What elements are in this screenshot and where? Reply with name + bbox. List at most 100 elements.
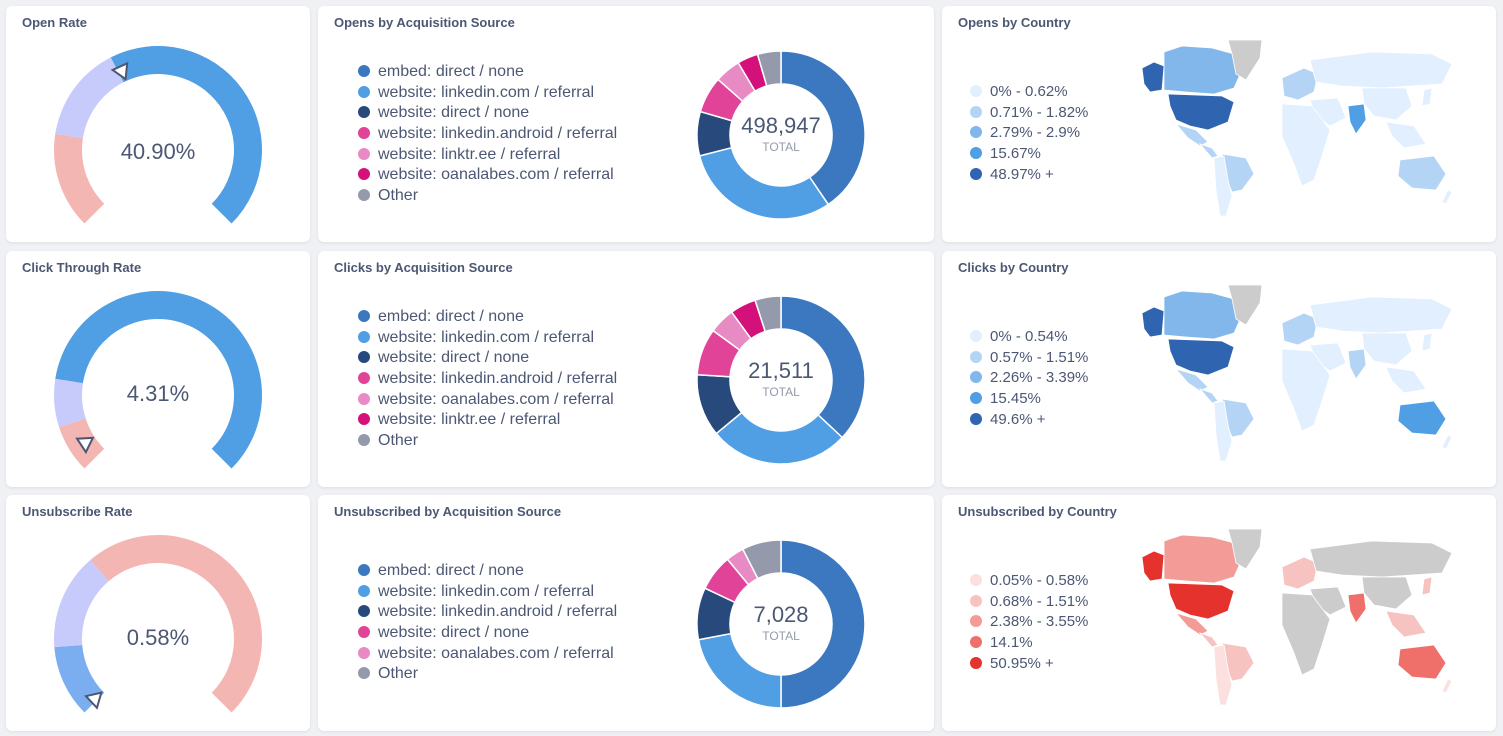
legend-item[interactable]: website: direct / none [358,348,617,369]
country-usa[interactable] [1167,338,1235,376]
country-southeast-asia[interactable] [1385,121,1427,149]
country-africa[interactable] [1281,592,1331,676]
unsubscribe-rate-card[interactable]: Unsubscribe Rate 0.58% [6,495,310,731]
legend-item[interactable]: embed: direct / none [358,307,617,328]
country-new-zealand[interactable] [1441,189,1453,205]
map-legend: 0% - 0.54% 0.57% - 1.51% 2.26% - 3.39% 15.4… [970,327,1088,430]
country-japan[interactable] [1421,332,1433,352]
legend-item[interactable]: website: linkedin.com / referral [358,582,617,603]
legend-item[interactable]: website: direct / none [358,103,617,124]
country-south-america-west[interactable] [1213,155,1233,217]
country-australia[interactable] [1397,400,1447,436]
legend-dot-icon [970,147,982,160]
unsubscribed-world-map[interactable] [1142,529,1454,709]
gauge-segment-2 [90,534,263,713]
country-australia[interactable] [1397,155,1447,191]
legend-item[interactable]: website: direct / none [358,623,617,644]
legend-item[interactable]: website: linkedin.com / referral [358,328,617,349]
country-central-america[interactable] [1198,143,1219,159]
country-south-america-west[interactable] [1213,400,1233,462]
country-china[interactable] [1361,332,1413,366]
legend-item[interactable]: website: oanalabes.com / referral [358,644,617,665]
country-usa[interactable] [1167,93,1235,131]
country-alaska[interactable] [1142,550,1165,582]
map-legend-label: 15.67% [990,145,1041,163]
legend-item[interactable]: website: linkedin.android / referral [358,124,617,145]
map-legend-item: 48.97% + [970,165,1088,186]
country-greenland[interactable] [1227,529,1263,570]
clicks-source-card[interactable]: Clicks by Acquisition Source embed: dire… [318,251,934,487]
country-south-america-west[interactable] [1213,644,1233,706]
legend-dot-icon [358,127,370,140]
map-legend-item: 14.1% [970,633,1088,654]
legend-dot-icon [358,372,370,385]
country-japan[interactable] [1421,87,1433,107]
country-southeast-asia[interactable] [1385,366,1427,394]
legend-item[interactable]: website: oanalabes.com / referral [358,165,617,186]
clicks-country-card[interactable]: Clicks by Country 0% - 0.54% 0.57% - 1.51… [942,251,1496,487]
country-africa[interactable] [1281,348,1331,432]
country-russia[interactable] [1309,296,1453,334]
unsubscribed-source-card[interactable]: Unsubscribed by Acquisition Source embed… [318,495,934,731]
legend-label: website: linktr.ee / referral [378,411,561,429]
country-new-zealand[interactable] [1441,434,1453,450]
country-china[interactable] [1361,576,1413,610]
legend-label: website: direct / none [378,104,530,122]
legend-dot-icon [970,636,982,649]
country-africa[interactable] [1281,103,1331,187]
donut-total: 498,947 TOTAL [726,113,836,154]
country-india[interactable] [1347,348,1367,380]
legend-item[interactable]: website: linkedin.android / referral [358,369,617,390]
country-canada[interactable] [1163,534,1243,584]
legend-item[interactable]: website: linkedin.android / referral [358,602,617,623]
country-europe[interactable] [1281,312,1319,346]
map-legend-label: 0.68% - 1.51% [990,592,1089,610]
country-central-america[interactable] [1198,632,1219,648]
legend-item[interactable]: Other [358,431,617,452]
legend-item[interactable]: embed: direct / none [358,561,617,582]
country-australia[interactable] [1397,644,1447,680]
legend-dot-icon [970,594,982,607]
country-india[interactable] [1347,103,1367,135]
legend-item[interactable]: website: linkedin.com / referral [358,83,617,104]
country-alaska[interactable] [1142,61,1165,93]
country-usa[interactable] [1167,582,1235,620]
legend-item[interactable]: website: linktr.ee / referral [358,410,617,431]
legend-item[interactable]: embed: direct / none [358,62,617,83]
country-southeast-asia[interactable] [1385,610,1427,638]
opens-country-card[interactable]: Opens by Country 0% - 0.62% 0.71% - 1.82%… [942,6,1496,242]
legend-item[interactable]: Other [358,664,617,685]
donut-slice-0 [780,539,866,709]
click-through-rate-card[interactable]: Click Through Rate 4.31% [6,251,310,487]
country-japan[interactable] [1421,576,1433,596]
gauge-segment-1 [54,559,109,648]
country-mexico[interactable] [1174,123,1209,147]
country-europe[interactable] [1281,67,1319,101]
clicks-world-map[interactable] [1142,285,1454,465]
country-mexico[interactable] [1174,612,1209,636]
opens-source-card[interactable]: Opens by Acquisition Source embed: direc… [318,6,934,242]
country-russia[interactable] [1309,51,1453,89]
legend-dot-icon [970,412,982,425]
country-alaska[interactable] [1142,306,1165,338]
legend-item[interactable]: website: oanalabes.com / referral [358,390,617,411]
country-mexico[interactable] [1174,368,1209,392]
legend-label: Other [378,665,419,683]
legend-item[interactable]: Other [358,186,617,207]
country-india[interactable] [1347,592,1367,624]
country-central-america[interactable] [1198,388,1219,404]
open-rate-card[interactable]: Open Rate 40.90% [6,6,310,242]
country-russia[interactable] [1309,540,1453,578]
country-greenland[interactable] [1227,285,1263,326]
country-canada[interactable] [1163,290,1243,340]
legend-dot-icon [358,168,370,181]
card-title: Open Rate [22,15,88,30]
opens-world-map[interactable] [1142,40,1454,220]
legend-item[interactable]: website: linktr.ee / referral [358,145,617,166]
country-greenland[interactable] [1227,40,1263,81]
country-europe[interactable] [1281,556,1319,590]
country-new-zealand[interactable] [1441,678,1453,694]
country-canada[interactable] [1163,45,1243,95]
country-china[interactable] [1361,87,1413,121]
unsubscribed-country-card[interactable]: Unsubscribed by Country 0.05% - 0.58% 0.6… [942,495,1496,731]
